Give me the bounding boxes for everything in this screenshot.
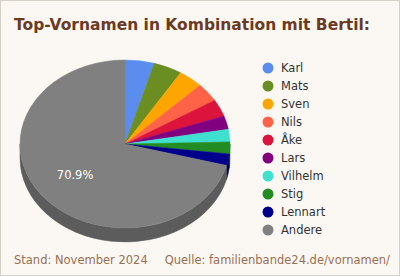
background (1, 1, 400, 276)
legend-label: Sven (281, 97, 309, 111)
legend-label: Lennart (281, 205, 326, 219)
chart-svg: Top-Vornamen in Kombination mit Bertil: 7… (0, 0, 400, 276)
legend-swatch (263, 225, 274, 236)
annotation: Stand: November 2024 (14, 253, 148, 267)
pie-slice (20, 60, 227, 228)
legend-label: Åke (281, 132, 302, 147)
legend-label: Nils (281, 115, 302, 129)
legend-swatch (263, 81, 274, 92)
legend-swatch (263, 153, 274, 164)
annotation: Quelle: familienbande24.de/vornamen/ (165, 253, 390, 267)
legend-label: Karl (281, 61, 303, 75)
data-label: 70.9% (57, 168, 94, 182)
chart-container: Top-Vornamen in Kombination mit Bertil: 7… (0, 0, 400, 276)
pie-slices (20, 60, 230, 228)
legend: Karl Mats Sven Nils Åke Lars Vilhelm Stig Lennar… (263, 61, 326, 237)
pie-slice (125, 129, 230, 144)
legend-swatch (263, 135, 274, 146)
legend-swatch (263, 207, 274, 218)
legend-label: Lars (281, 151, 305, 165)
legend-swatch (263, 63, 274, 74)
legend-swatch (263, 189, 274, 200)
legend-label: Vilhelm (281, 169, 324, 183)
legend-swatch (263, 99, 274, 110)
legend-label: Stig (281, 187, 303, 201)
legend-label: Andere (281, 223, 322, 237)
title: Top-Vornamen in Kombination mit Bertil: (14, 16, 370, 34)
legend-swatch (263, 171, 274, 182)
legend-label: Mats (281, 79, 308, 93)
legend-swatch (263, 117, 274, 128)
